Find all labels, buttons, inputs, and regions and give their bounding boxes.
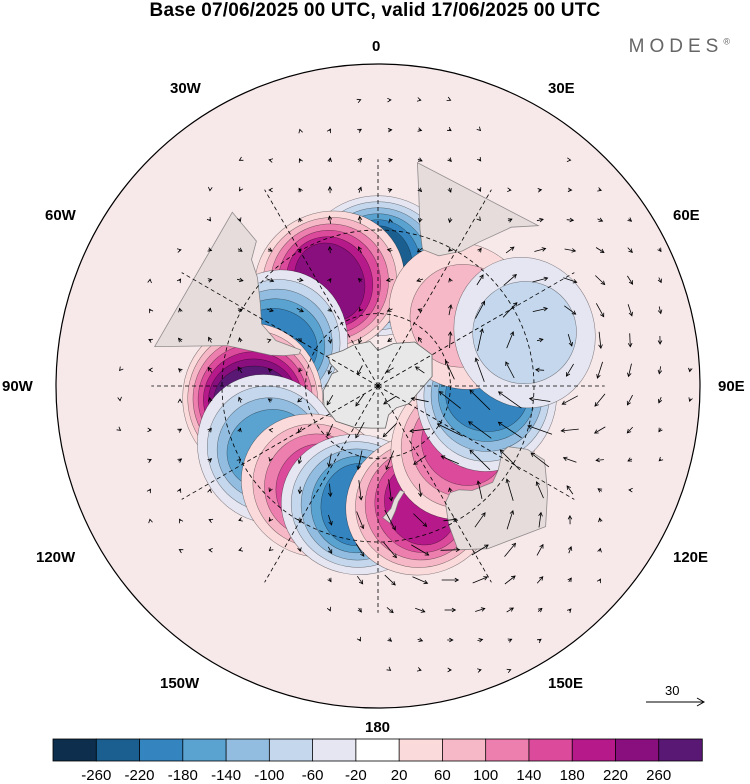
colorbar-swatch xyxy=(53,739,97,761)
lon-label-60e: 60E xyxy=(673,207,700,224)
colorbar-swatch xyxy=(183,739,227,761)
colorbar-tick-label: 220 xyxy=(603,767,628,784)
lon-label-0: 0 xyxy=(372,38,380,55)
lon-label-60w: 60W xyxy=(45,207,76,224)
colorbar-swatch xyxy=(659,739,703,761)
modes-logo: MODES® xyxy=(629,36,730,58)
lon-label-180: 180 xyxy=(365,719,390,736)
colorbar-swatch xyxy=(615,739,659,761)
colorbar-swatch xyxy=(96,739,140,761)
lon-label-150w: 150W xyxy=(160,675,199,692)
colorbar-swatch xyxy=(572,739,616,761)
colorbar-swatch xyxy=(399,739,443,761)
colorbar-tick-label: -220 xyxy=(124,767,154,784)
lon-label-90w: 90W xyxy=(2,378,33,395)
colorbar-tick-label: -60 xyxy=(302,767,324,784)
lon-label-30w: 30W xyxy=(170,80,201,97)
colorbar-swatch xyxy=(226,739,270,761)
colorbar-swatch xyxy=(486,739,530,761)
colorbar-tick-label: 260 xyxy=(646,767,671,784)
reference-vector-arrow xyxy=(645,696,707,708)
colorbar-swatch xyxy=(313,739,357,761)
colorbar-tick-label: -140 xyxy=(211,767,241,784)
lon-label-30e: 30E xyxy=(548,80,575,97)
colorbar-tick-label: -260 xyxy=(81,767,111,784)
lon-label-120w: 120W xyxy=(36,549,75,566)
registered-mark: ® xyxy=(723,37,730,47)
colorbar-tick-label: -100 xyxy=(254,767,284,784)
colorbar-tick-label: 60 xyxy=(434,767,451,784)
colorbar-tick-label: 140 xyxy=(516,767,541,784)
lon-label-120e: 120E xyxy=(673,549,708,566)
colorbar-swatch xyxy=(356,739,400,761)
colorbar xyxy=(52,738,703,762)
colorbar-swatch xyxy=(442,739,486,761)
lon-label-150e: 150E xyxy=(548,675,583,692)
colorbar-tick-label: -180 xyxy=(168,767,198,784)
colorbar-swatch xyxy=(529,739,573,761)
colorbar-tick-label: 20 xyxy=(391,767,408,784)
colorbar-swatch xyxy=(269,739,313,761)
colorbar-tick-label: 180 xyxy=(560,767,585,784)
colorbar-swatch xyxy=(140,739,184,761)
lon-label-90e: 90E xyxy=(718,378,745,395)
colorbar-tick-label: -20 xyxy=(345,767,367,784)
colorbar-tick-label: 100 xyxy=(473,767,498,784)
map-title: Base 07/06/2025 00 UTC, valid 17/06/2025… xyxy=(0,0,750,22)
modes-logo-text: MODES xyxy=(629,36,724,57)
